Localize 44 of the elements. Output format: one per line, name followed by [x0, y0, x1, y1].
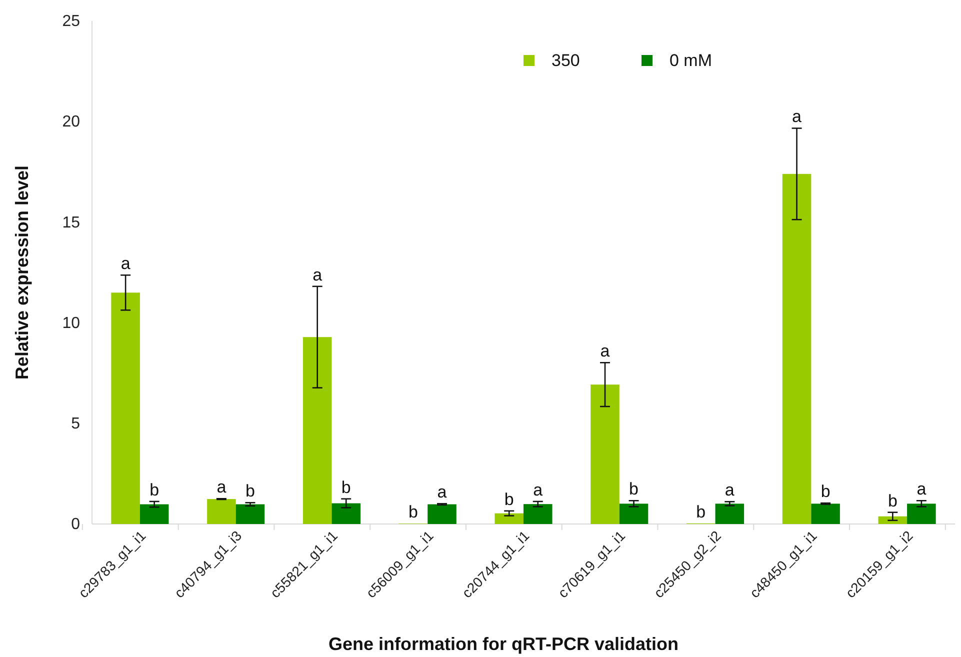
annotation: a [120, 254, 131, 274]
bar [619, 504, 648, 524]
annotation: a [216, 478, 227, 497]
annotation: a [312, 265, 323, 284]
x-axis-title: Gene information for qRT-PCR validation [328, 634, 679, 654]
bar [302, 337, 332, 524]
annotation: b [696, 502, 706, 522]
bar [332, 503, 360, 524]
annotation: b [629, 480, 639, 499]
y-tick-label: 5 [71, 416, 80, 433]
annotation: a [600, 342, 610, 361]
bar [878, 516, 908, 524]
bar [907, 504, 936, 524]
y-tick-label: 15 [62, 214, 80, 232]
legend-label: 0 mM [670, 51, 712, 70]
bar [590, 384, 620, 524]
annotation: b [504, 490, 514, 509]
y-tick-label: 20 [62, 114, 80, 131]
annotation: b [820, 482, 830, 502]
y-tick-label: 25 [62, 13, 80, 30]
bar [140, 504, 169, 524]
y-axis-title: Relative expression level [12, 165, 32, 380]
bar [207, 499, 236, 524]
annotation: b [408, 502, 418, 522]
annotation: b [341, 478, 351, 497]
bar [428, 504, 456, 524]
y-tick-label: 10 [62, 314, 80, 332]
bar [111, 292, 140, 524]
annotation: a [437, 482, 448, 502]
annotation: a [533, 480, 544, 500]
bar [236, 504, 265, 524]
bar [524, 504, 552, 524]
annotation: b [245, 482, 255, 501]
annotation: a [916, 480, 927, 499]
bar [715, 504, 744, 524]
annotation: a [724, 480, 735, 500]
annotation: a [792, 107, 802, 126]
bar [782, 174, 812, 524]
y-tick-label: 0 [71, 516, 80, 534]
annotation: b [150, 480, 160, 500]
bar [811, 504, 840, 524]
legend-label: 350 [552, 51, 580, 70]
annotation: b [888, 491, 898, 510]
bar [494, 513, 524, 524]
